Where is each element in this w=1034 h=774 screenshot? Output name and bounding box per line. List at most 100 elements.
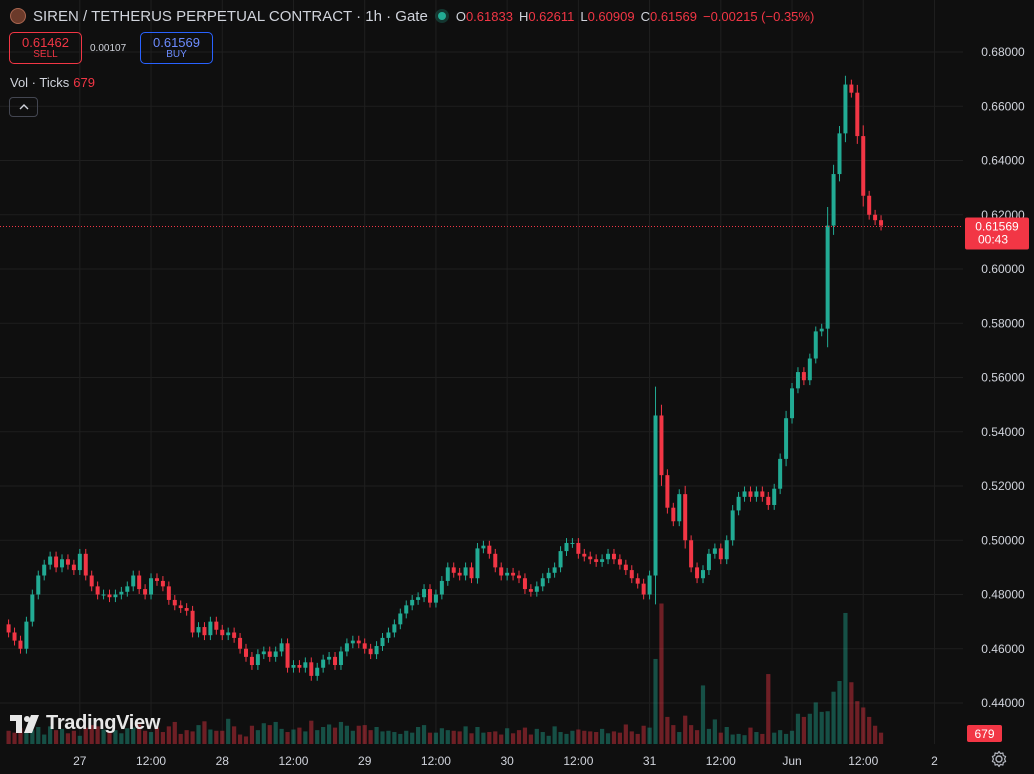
symbol-title[interactable]: SIREN / TETHERUS PERPETUAL CONTRACT · 1h… [33,7,428,25]
volume-bar [671,725,676,744]
volume-bar [6,730,11,744]
candle-body [611,553,616,560]
volume-bar [439,728,444,744]
candle-body [683,494,688,541]
candle-body [807,358,812,381]
volume-bar [807,713,812,744]
candle-body [837,133,842,175]
candle-body [279,643,284,652]
volume-bar [855,701,860,744]
time-tick-label: 12:00 [278,754,308,768]
volume-bar [380,731,385,744]
buy-price: 0.61569 [153,34,200,50]
volume-bar [131,727,136,744]
volume-bars [6,603,884,744]
candle-body [790,388,795,419]
candle-body [113,594,118,598]
candle-body [606,553,611,560]
candle-body [671,507,676,522]
volume-bar [516,730,522,744]
candle-body [582,553,587,557]
collapse-legend-button[interactable] [9,97,38,117]
time-tick-label: 12:00 [563,754,593,768]
price-tick-label: 0.60000 [981,262,1025,276]
candle-body [766,496,771,505]
coin-logo-icon [10,8,26,24]
candle-body [825,225,830,329]
candle-body [261,651,266,655]
volume-bar [350,730,355,744]
candle-body [795,372,800,389]
candle-body [60,559,65,568]
settings-gear-icon[interactable] [990,750,1008,768]
candle-body [101,594,106,596]
price-tick-label: 0.52000 [981,479,1025,493]
candle-body [362,643,367,649]
price-tick-label: 0.68000 [981,45,1025,59]
volume-legend[interactable]: Vol · Ticks 679 [10,75,95,90]
volume-bar [53,730,59,744]
volume-bar [445,730,450,744]
last-price-label: 0.61569 00:43 [965,217,1029,250]
candle-body [107,594,112,598]
candle-body [380,637,385,647]
buy-button[interactable]: 0.61569 BUY [140,32,213,64]
candle-body [131,575,136,587]
time-tick-label: 12:00 [421,754,451,768]
volume-bar [285,732,290,744]
price-tick-label: 0.44000 [981,696,1025,710]
candle-body [267,651,272,657]
buy-label: BUY [166,48,187,60]
volume-bar [344,725,349,744]
tradingview-logo[interactable]: TradingView [10,712,160,735]
time-tick-label: 27 [73,754,87,768]
volume-bar [861,707,866,744]
candle-body [30,594,35,622]
volume-bar [700,685,706,744]
candle-body [416,597,421,600]
volume-bar [374,726,379,744]
candle-body [172,599,177,606]
candle-body [813,331,818,359]
candle-body [718,548,723,560]
candle-body [368,648,373,655]
volume-bar [605,733,611,744]
volume-bar [718,732,723,744]
sell-button[interactable]: 0.61462 SELL [9,32,82,64]
candle-body [540,578,545,587]
volume-bar [386,730,391,744]
volume-bar [232,726,237,744]
volume-bar [220,730,225,744]
candle-body [95,586,100,595]
volume-bar [783,733,789,744]
candle-body [54,556,59,568]
volume-bar [416,726,421,744]
volume-bar [546,735,551,744]
volume-bar [119,733,124,744]
volume-bar [59,728,65,744]
candle-body [499,567,504,576]
candle-body [760,491,765,497]
candle-body [522,578,527,590]
volume-bar [766,674,771,744]
candle-body [570,542,575,544]
volume-bar [641,725,646,744]
candle-body [493,553,498,568]
volume-bar [125,728,130,744]
volume-bar [326,724,332,744]
volume-bar [184,730,189,744]
volume-bar [18,728,23,744]
volume-bar [487,732,492,744]
candle-body [439,580,444,595]
candle-body [65,559,70,565]
candle-body [333,656,338,666]
candle-body [742,491,747,497]
candle-body [6,624,11,633]
volume-bar [475,726,480,744]
candle-body [404,605,409,614]
candle-body [344,643,349,652]
candle-body [338,651,343,666]
volume-bar [321,726,326,744]
volume-bar [493,731,498,744]
